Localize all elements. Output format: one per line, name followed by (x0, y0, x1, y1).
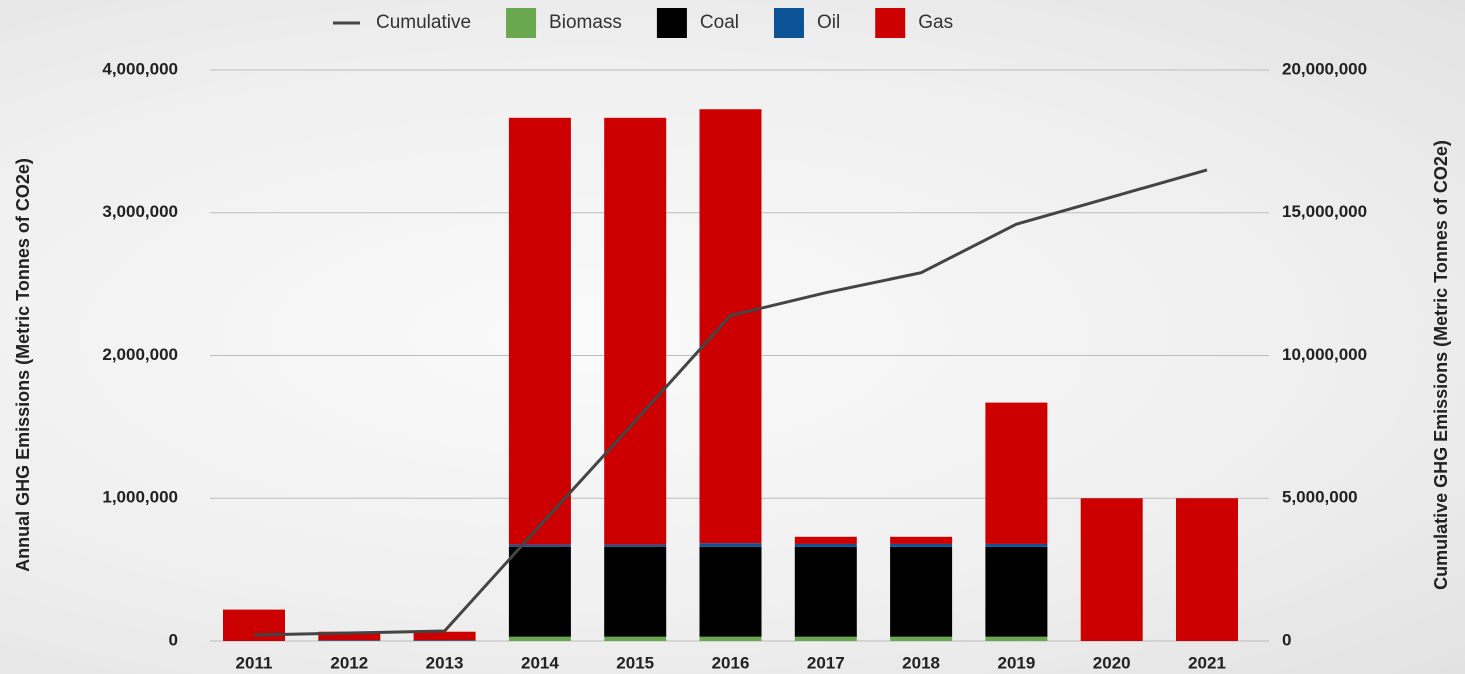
legend-label: Oil (817, 12, 840, 33)
legend-label: Gas (918, 12, 953, 33)
legend-label: Biomass (549, 12, 622, 33)
bar-segment (890, 546, 953, 637)
bar-segment (413, 640, 476, 641)
x-tick-label: 2011 (236, 653, 273, 672)
bar-segment (699, 636, 762, 641)
bar-segment (699, 543, 762, 547)
x-tick-label: 2019 (997, 653, 1035, 672)
bar-segment (794, 536, 857, 544)
bar-segment (890, 543, 953, 547)
bar-segment (985, 636, 1048, 641)
y-tick-label: 1,000,000 (102, 488, 178, 507)
y2-tick-label: 20,000,000 (1282, 59, 1367, 78)
bar-segment (604, 544, 667, 547)
y-tick-label: 0 (169, 630, 178, 649)
legend-swatch (773, 8, 804, 38)
x-tick-label: 2012 (330, 653, 368, 672)
bar-segment (508, 117, 571, 545)
bar-segment (1080, 498, 1143, 641)
x-tick-label: 2015 (616, 653, 654, 672)
bar-segment (604, 117, 667, 545)
line (253, 168, 1208, 637)
y2-tick-label: 5,000,000 (1282, 488, 1358, 507)
x-tick-label: 2014 (521, 653, 559, 672)
bar-segment (794, 546, 857, 637)
bar-segment (890, 536, 953, 544)
bar-segment (699, 109, 762, 544)
legend-label: Coal (700, 12, 739, 33)
bar-segment (794, 636, 857, 641)
x-tick-label: 2020 (1093, 653, 1131, 672)
bar-segment (604, 636, 667, 641)
bar-segment (985, 402, 1048, 544)
bar-segment (413, 631, 476, 641)
bar-segment (890, 636, 953, 641)
y-tick-label: 2,000,000 (102, 345, 178, 364)
y-tick-label: 3,000,000 (102, 202, 178, 221)
bar-segment (604, 546, 667, 637)
bar-segment (985, 546, 1048, 637)
bar-segment (508, 546, 571, 637)
x-tick-label: 2017 (807, 653, 845, 672)
y2-tick-label: 15,000,000 (1282, 202, 1367, 221)
y2-tick-label: 10,000,000 (1282, 345, 1367, 364)
bar-segment (508, 544, 571, 547)
bar-segment (985, 543, 1048, 547)
y-tick-label: 4,000,000 (102, 59, 178, 78)
y2-axis-title: Cumulative GHG Emissions (Metric Tonnes … (1431, 140, 1451, 590)
bar-segment (699, 546, 762, 637)
y-axis-title: Annual GHG Emissions (Metric Tonnes of C… (13, 158, 33, 572)
bar-segment (1176, 498, 1238, 641)
bar-segment (318, 631, 381, 641)
x-tick-label: 2021 (1188, 653, 1226, 672)
bar-segment (794, 543, 857, 547)
y2-tick-label: 0 (1282, 630, 1291, 649)
x-tick-label: 2013 (426, 653, 464, 672)
legend-swatch (656, 8, 687, 38)
legend-swatch (875, 8, 906, 38)
x-tick-label: 2018 (902, 653, 940, 672)
bar-segment (508, 636, 571, 641)
legend-swatch (506, 8, 537, 38)
legend-label: Cumulative (376, 12, 471, 33)
x-tick-label: 2016 (712, 653, 750, 672)
bar-segment (318, 640, 381, 641)
bar-segment (223, 609, 285, 641)
